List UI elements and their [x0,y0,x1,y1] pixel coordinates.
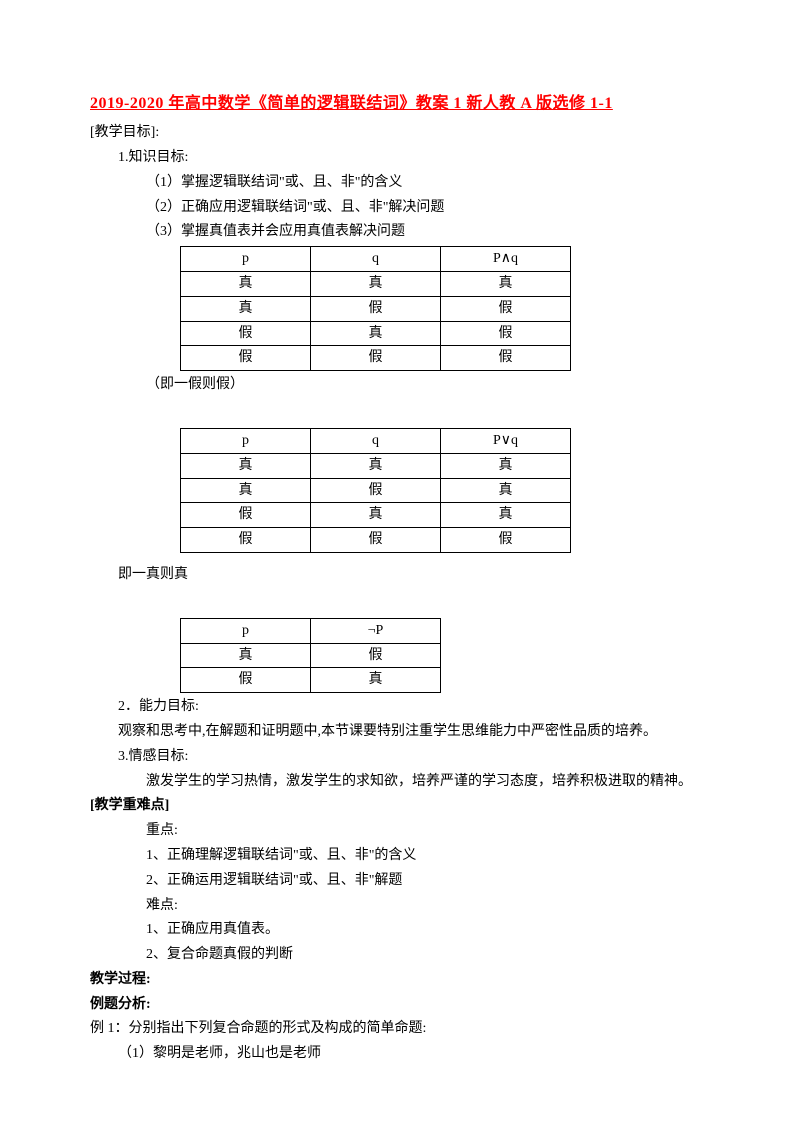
table-cell: 真 [441,503,571,528]
table-header: P∧q [441,247,571,272]
ability-goal-header: 2．能力目标: [90,695,703,719]
table-cell: 真 [441,478,571,503]
document-title: 2019-2020 年高中数学《简单的逻辑联结词》教案 1 新人教 A 版选修 … [90,90,703,117]
table-cell: 假 [181,668,311,693]
difficulty-item: 1、正确应用真值表。 [90,918,703,942]
table-cell: 真 [181,478,311,503]
goal-item: （1）掌握逻辑联结词"或、且、非"的含义 [90,171,703,195]
goal-text: 观察和思考中,在解题和证明题中,本节课要特别注重学生思维能力中严密性品质的培养。 [90,720,703,744]
goal-item: （2）正确应用逻辑联结词"或、且、非"解决问题 [90,196,703,220]
table-cell: 假 [441,321,571,346]
table-header: q [311,247,441,272]
table-cell: 真 [311,453,441,478]
table-cell: 真 [311,503,441,528]
example-item: （1）黎明是老师，兆山也是老师 [90,1042,703,1066]
table-cell: 假 [181,346,311,371]
example-prompt: 例 1：分别指出下列复合命题的形式及构成的简单命题: [90,1017,703,1041]
table-cell: 真 [311,271,441,296]
table-cell: 假 [311,528,441,553]
table-cell: 真 [311,321,441,346]
table-cell: 真 [181,271,311,296]
process-header: 教学过程: [90,968,703,992]
table-cell: 假 [311,643,441,668]
keypoint-item: 2、正确运用逻辑联结词"或、且、非"解题 [90,869,703,893]
table-cell: 真 [181,643,311,668]
table-header: p [181,247,311,272]
table-cell: 假 [441,296,571,321]
table-cell: 假 [181,503,311,528]
table-note: 即一真则真 [90,563,703,587]
table-cell: 真 [311,668,441,693]
example-header: 例题分析: [90,993,703,1017]
table-cell: 假 [441,346,571,371]
table-header: q [311,428,441,453]
table-header: p [181,618,311,643]
table-cell: 假 [441,528,571,553]
table-cell: 假 [311,478,441,503]
difficulty-label: 难点: [90,894,703,918]
table-note: （即一假则假） [90,373,703,397]
table-header: p [181,428,311,453]
truth-table-not: p ¬P 真 假 假 真 [180,618,441,693]
keypoint-label: 重点: [90,819,703,843]
table-cell: 真 [181,453,311,478]
goal-item: （3）掌握真值表并会应用真值表解决问题 [90,220,703,244]
difficulty-item: 2、复合命题真假的判断 [90,943,703,967]
goal-text: 激发学生的学习热情，激发学生的求知欲，培养严谨的学习态度，培养积极进取的精神。 [90,770,703,794]
table-cell: 假 [311,346,441,371]
table-cell: 真 [441,453,571,478]
keypoints-header: [教学重难点] [90,794,703,818]
table-cell: 假 [181,321,311,346]
truth-table-or: p q P∨q 真 真 真 真 假 真 假 真 真 假 假 假 [180,428,571,553]
table-header: P∨q [441,428,571,453]
knowledge-goal-header: 1.知识目标: [90,146,703,170]
table-cell: 假 [181,528,311,553]
emotion-goal-header: 3.情感目标: [90,745,703,769]
table-cell: 真 [181,296,311,321]
keypoint-item: 1、正确理解逻辑联结词"或、且、非"的含义 [90,844,703,868]
table-cell: 真 [441,271,571,296]
table-header: ¬P [311,618,441,643]
section-header: [教学目标]: [90,121,703,145]
truth-table-and: p q P∧q 真 真 真 真 假 假 假 真 假 假 假 假 [180,246,571,371]
table-cell: 假 [311,296,441,321]
